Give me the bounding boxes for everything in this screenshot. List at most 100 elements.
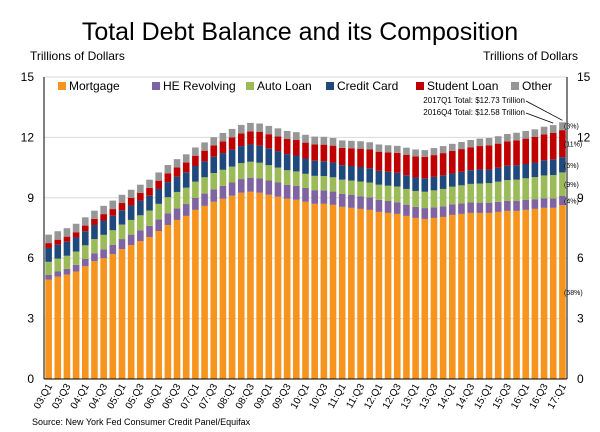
- bar-mortgage: [173, 219, 181, 379]
- bar-other: [127, 189, 135, 198]
- bar-credit-card: [485, 169, 493, 184]
- bar-other: [228, 128, 236, 138]
- bar-he-revolving: [458, 203, 465, 214]
- bar-he-revolving: [559, 195, 566, 206]
- bar-auto-loan: [504, 180, 511, 201]
- bar-auto-loan: [338, 179, 346, 194]
- bar-student-loan: [449, 150, 456, 174]
- bar-he-revolving: [467, 202, 474, 213]
- bar-mortgage: [302, 201, 309, 379]
- total-annotation: 2016Q4 Total: $12.58 Trillion: [423, 108, 525, 117]
- bar-mortgage: [494, 211, 502, 379]
- bar-student-loan: [45, 243, 52, 248]
- bar-student-loan: [549, 132, 557, 160]
- bar-credit-card: [228, 149, 236, 167]
- bar-mortgage: [228, 195, 236, 379]
- bar-credit-card: [302, 158, 309, 174]
- bar-auto-loan: [476, 183, 484, 203]
- bar-student-loan: [504, 141, 511, 166]
- total-annotation: 2017Q1 Total: $12.73 Trillion: [423, 96, 525, 105]
- bar-other: [118, 194, 126, 204]
- bar-credit-card: [72, 237, 80, 252]
- bar-mortgage: [63, 274, 71, 379]
- bar-mortgage: [81, 266, 89, 379]
- bar-auto-loan: [173, 191, 181, 209]
- bar-he-revolving: [513, 201, 520, 211]
- bar-credit-card: [45, 247, 52, 262]
- bar-he-revolving: [348, 194, 355, 208]
- bar-he-revolving: [540, 198, 548, 208]
- bar-credit-card: [338, 165, 346, 180]
- bar-other: [421, 150, 429, 157]
- bar-student-loan: [192, 155, 199, 166]
- bar-mortgage: [91, 261, 98, 379]
- bar-mortgage: [137, 241, 144, 379]
- bar-student-loan: [146, 187, 153, 196]
- bar-mortgage: [476, 212, 484, 379]
- bar-mortgage: [274, 196, 282, 379]
- bar-student-loan: [256, 131, 263, 146]
- annotations: 2017Q1 Total: $12.73 Trillion 2016Q4 Tota…: [423, 96, 582, 297]
- legend-label-mortgage: Mortgage: [69, 79, 120, 93]
- bar-auto-loan: [513, 179, 520, 202]
- bar-he-revolving: [127, 234, 135, 246]
- bar-student-loan: [421, 156, 429, 179]
- bar-credit-card: [210, 156, 218, 174]
- bar-other: [467, 140, 474, 148]
- bar-credit-card: [100, 220, 107, 235]
- bar-other: [540, 126, 548, 135]
- bar-he-revolving: [54, 271, 62, 277]
- bar-credit-card: [173, 176, 181, 192]
- bar-he-revolving: [137, 230, 144, 242]
- bar-other: [192, 147, 199, 156]
- bar-auto-loan: [72, 251, 80, 265]
- bar-auto-loan: [274, 167, 282, 183]
- y-axis-label-left: Trillions of Dollars: [30, 49, 125, 63]
- bar-student-loan: [485, 145, 493, 170]
- y-tick-label-right: 15: [577, 70, 591, 84]
- legend-swatch-auto-loan: [246, 82, 254, 90]
- bar-credit-card: [127, 205, 135, 220]
- bar-student-loan: [311, 144, 318, 161]
- y-tick-label-left: 15: [21, 70, 35, 84]
- bar-mortgage: [100, 258, 107, 379]
- bar-mortgage: [118, 249, 126, 379]
- bar-other: [137, 184, 144, 193]
- bar-student-loan: [72, 232, 80, 238]
- bar-he-revolving: [375, 199, 383, 212]
- bar-student-loan: [237, 133, 245, 147]
- share-label: (68%): [564, 290, 583, 297]
- bar-he-revolving: [265, 180, 273, 195]
- bar-credit-card: [274, 151, 282, 168]
- bar-credit-card: [522, 163, 530, 179]
- bar-auto-loan: [485, 183, 493, 203]
- bar-auto-loan: [54, 258, 62, 272]
- bars: [45, 122, 566, 379]
- bar-other: [504, 133, 511, 142]
- bar-other: [173, 159, 181, 168]
- bar-credit-card: [357, 167, 364, 182]
- bar-he-revolving: [109, 244, 117, 255]
- bar-other: [357, 141, 364, 149]
- bar-auto-loan: [182, 187, 190, 205]
- bar-mortgage: [265, 194, 273, 379]
- bar-credit-card: [293, 155, 300, 172]
- bar-other: [449, 143, 456, 151]
- chart-title: Total Debt Balance and its Composition: [82, 18, 518, 46]
- bar-auto-loan: [219, 169, 227, 186]
- bar-mortgage: [329, 204, 337, 379]
- bar-mortgage: [458, 213, 465, 379]
- bar-credit-card: [219, 153, 227, 170]
- bar-credit-card: [375, 170, 383, 185]
- bar-auto-loan: [45, 261, 52, 275]
- bar-he-revolving: [201, 193, 208, 206]
- bar-student-loan: [228, 137, 236, 150]
- bar-he-revolving: [494, 201, 502, 212]
- bar-credit-card: [559, 157, 566, 173]
- bar-other: [311, 136, 318, 145]
- bar-mortgage: [467, 212, 474, 379]
- bar-student-loan: [513, 140, 520, 166]
- bar-auto-loan: [155, 203, 162, 220]
- legend-label-credit-card: Credit Card: [337, 79, 398, 93]
- bar-auto-loan: [137, 215, 144, 231]
